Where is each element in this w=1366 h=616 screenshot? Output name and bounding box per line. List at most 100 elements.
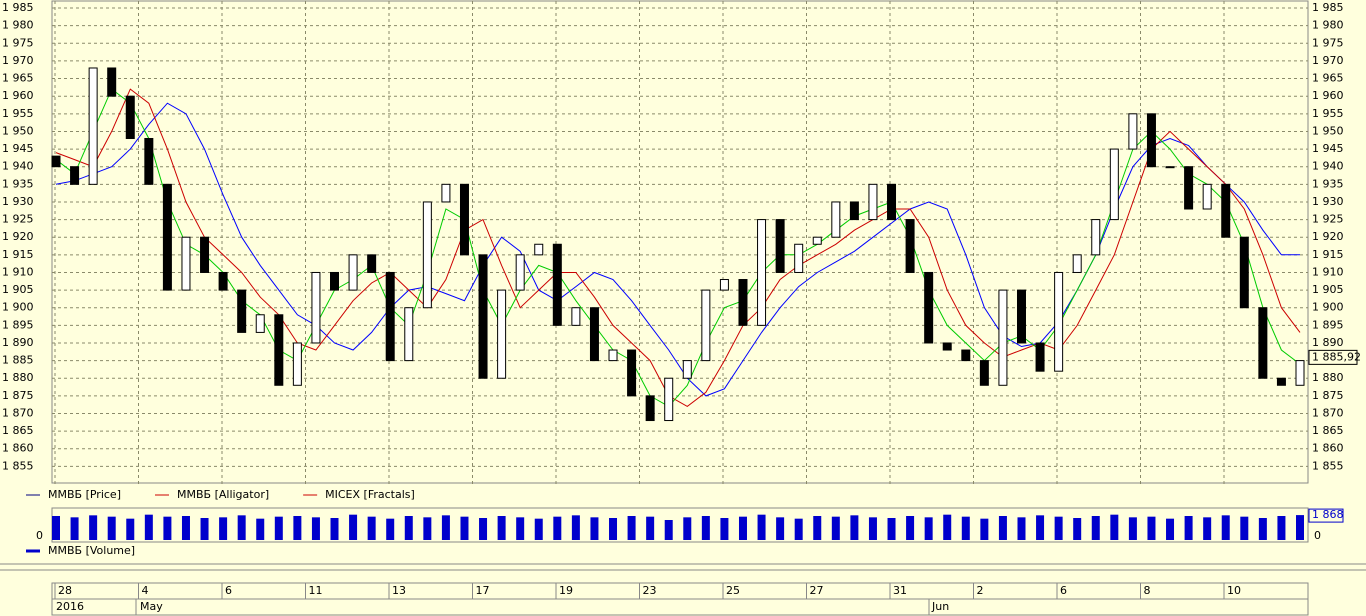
volume-bar [200,518,209,540]
volume-bar [181,516,190,540]
y-tick-label: 1 960 [1312,89,1344,102]
candle [292,342,302,386]
date-label: 8 [1144,584,1151,597]
y-tick-label: 1 890 [1312,336,1344,349]
volume-bar [776,517,785,540]
y-tick-label: 1 860 [1312,442,1344,455]
volume-bar [367,516,376,540]
volume-bar [52,516,60,540]
candle [237,289,247,333]
y-tick-label: 1 985 [2,1,34,14]
candle [385,271,395,362]
date-label: 4 [142,584,149,597]
candle [218,271,228,291]
volume-bar [1203,517,1212,540]
y-tick-label: 1 975 [1312,36,1344,49]
legend-label: ММВБ [Volume] [48,544,135,557]
volume-bar [107,516,116,540]
candle [719,279,729,291]
volume-bar [664,520,673,540]
volume-bar [460,516,469,540]
candle [1054,271,1064,372]
y-tick-label: 1 915 [2,248,34,261]
candle [88,67,98,185]
y-tick-label: 1 955 [1312,107,1344,120]
candle [589,307,599,362]
candle [1295,360,1305,386]
candle [125,95,135,139]
candle [348,254,358,291]
y-tick-label: 1 910 [2,265,34,278]
volume-bar [163,516,172,540]
date-label: 6 [1060,584,1067,597]
y-tick-label: 1 955 [2,107,34,120]
y-tick-label: 1 895 [1312,318,1344,331]
candle [608,349,618,362]
y-tick-label: 1 870 [1312,406,1344,419]
candle [422,201,432,309]
candle [645,395,655,422]
legend-label: MICEX [Fractals] [325,488,415,501]
candle [627,349,637,397]
volume-bar [1147,516,1156,540]
volume-bar [126,518,135,540]
candle [70,166,80,185]
y-tick-label: 1 870 [2,406,34,419]
candle [1221,183,1231,238]
y-tick-label: 1 950 [2,124,34,137]
volume-current-box [1308,508,1344,523]
volume-bar [627,516,636,540]
candle [1258,307,1268,379]
volume-bar [423,517,432,540]
candle [1016,289,1026,344]
candle [459,183,469,256]
candle [924,271,934,344]
y-tick-label: 1 875 [1312,389,1344,402]
candle [367,254,377,273]
alligator-line [55,88,1301,407]
date-label: 28 [58,584,72,597]
candle [497,289,507,379]
y-tick-label: 1 970 [1312,54,1344,67]
candle [1128,113,1138,150]
y-tick-label: 1 950 [1312,124,1344,137]
candle [571,307,581,326]
volume-current-label: 1 868 [1312,508,1344,521]
candle [478,254,488,379]
volume-bar [1296,515,1304,540]
volume-bar [701,516,710,540]
y-tick-label: 1 925 [1312,213,1344,226]
candle [311,271,321,344]
volume-bar [1128,517,1137,540]
volume-bar [980,518,989,540]
y-tick-label: 1 965 [1312,72,1344,85]
y-tick-label: 1 940 [2,160,34,173]
volume-bar [1240,516,1249,540]
y-tick-label: 1 960 [2,89,34,102]
volume-bar [349,514,358,540]
candle [51,155,61,168]
month-label: Jun [931,600,949,613]
y-tick-label: 1 935 [1312,177,1344,190]
y-tick-label: 1 855 [1312,459,1344,472]
candle [738,279,748,326]
candle [831,201,841,238]
volume-bar [1036,515,1045,540]
volume-bar [330,518,339,540]
volume-bar [441,515,450,540]
volume-bar [887,518,896,540]
legend-label: ММВБ [Price] [48,488,121,501]
candle [1165,166,1175,169]
candle [757,219,767,326]
candle [1276,377,1286,386]
volume-bar [924,517,933,540]
legend-label: ММВБ [Alligator] [177,488,269,501]
candle [664,377,674,422]
volume-tick-label: 0 [36,529,43,542]
y-tick-label: 1 910 [1312,265,1344,278]
y-tick-label: 1 900 [2,301,34,314]
date-label: 2 [977,584,984,597]
candle [441,183,451,203]
volume-bar [311,517,320,540]
